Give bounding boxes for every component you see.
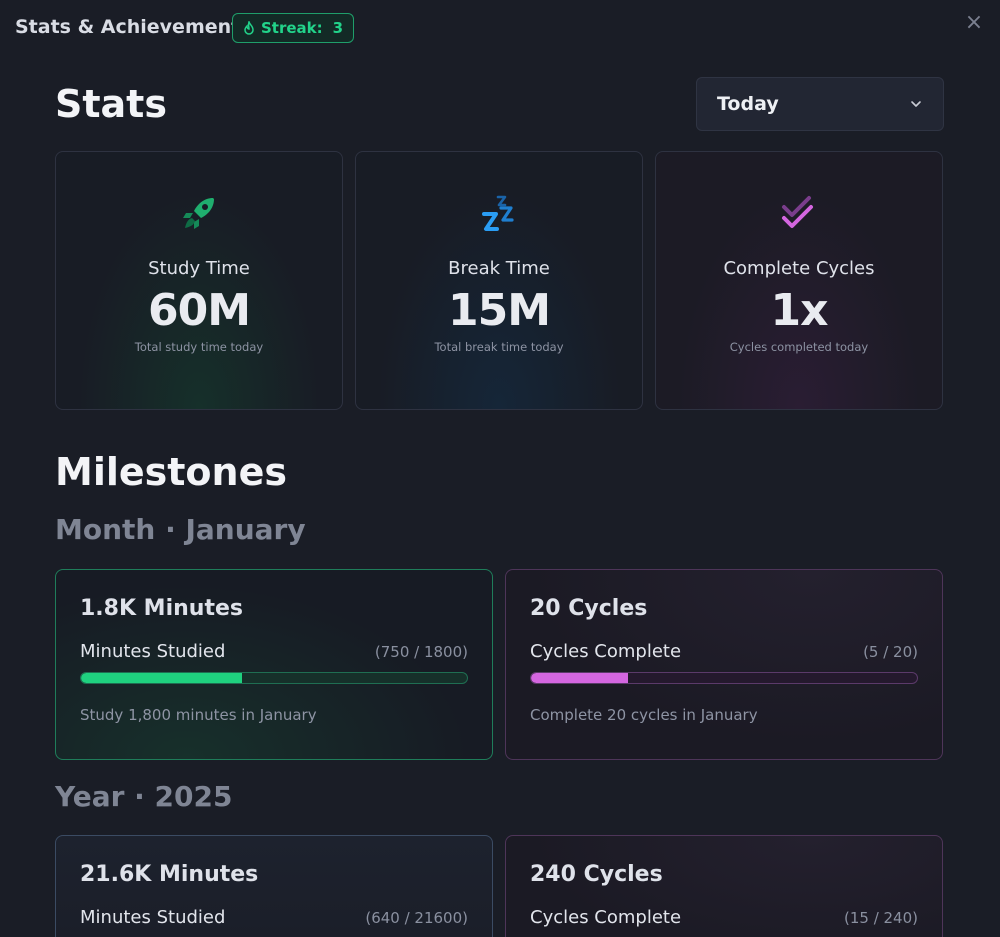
milestone-card-year-cycles: 240 Cycles Cycles Complete (15 / 240) bbox=[505, 835, 943, 937]
milestone-count: (750 / 1800) bbox=[374, 643, 468, 661]
zzz-icon bbox=[482, 195, 514, 231]
progress-bar bbox=[80, 672, 468, 684]
stat-card-break-time: Break Time 15M Total break time today bbox=[355, 151, 643, 410]
period-select-value: Today bbox=[717, 93, 779, 115]
progress-bar bbox=[530, 672, 918, 684]
stat-label: Break Time bbox=[448, 258, 550, 279]
close-icon: × bbox=[964, 10, 984, 35]
streak-value: 3 bbox=[332, 19, 344, 37]
stat-value: 60M bbox=[147, 285, 251, 336]
double-check-icon bbox=[782, 196, 813, 228]
top-bar: Stats & Achievements Streak: 3 × bbox=[0, 0, 1000, 56]
stat-label: Complete Cycles bbox=[723, 258, 875, 279]
milestone-description: Study 1,800 minutes in January bbox=[80, 706, 317, 724]
milestone-card-year-minutes: 21.6K Minutes Minutes Studied (640 / 216… bbox=[55, 835, 493, 937]
milestone-count: (15 / 240) bbox=[843, 909, 918, 927]
stat-subtitle: Cycles completed today bbox=[729, 340, 869, 354]
milestone-title: 21.6K Minutes bbox=[80, 862, 259, 887]
stat-card-study-time: Study Time 60M Total study time today bbox=[55, 151, 343, 410]
stats-title: Stats bbox=[55, 82, 167, 126]
app-title: Stats & Achievements bbox=[15, 16, 252, 38]
progress-fill bbox=[81, 673, 242, 683]
milestone-title: 20 Cycles bbox=[530, 596, 648, 621]
year-group-title: Year · 2025 bbox=[55, 780, 233, 813]
stat-label: Study Time bbox=[148, 258, 250, 279]
flame-icon bbox=[244, 21, 254, 35]
milestone-label: Cycles Complete bbox=[530, 641, 682, 662]
milestone-card-month-minutes: 1.8K Minutes Minutes Studied (750 / 1800… bbox=[55, 569, 493, 760]
milestone-label: Minutes Studied bbox=[80, 641, 226, 662]
progress-fill bbox=[531, 673, 628, 683]
chevron-down-icon bbox=[911, 101, 921, 107]
streak-badge: Streak: 3 bbox=[232, 13, 355, 43]
close-button[interactable]: × bbox=[962, 11, 986, 35]
milestone-label: Minutes Studied bbox=[80, 907, 226, 928]
month-group-title: Month · January bbox=[55, 513, 306, 546]
stat-subtitle: Total study time today bbox=[134, 340, 264, 354]
milestone-title: 240 Cycles bbox=[530, 862, 663, 887]
streak-label: Streak: bbox=[261, 19, 323, 37]
milestone-count: (640 / 21600) bbox=[365, 909, 468, 927]
period-select[interactable]: Today bbox=[696, 77, 944, 131]
stat-subtitle: Total break time today bbox=[434, 340, 564, 354]
rocket-icon bbox=[183, 198, 214, 229]
milestone-count: (5 / 20) bbox=[863, 643, 918, 661]
stat-card-complete-cycles: Complete Cycles 1x Cycles completed toda… bbox=[655, 151, 943, 410]
milestone-card-month-cycles: 20 Cycles Cycles Complete (5 / 20) Compl… bbox=[505, 569, 943, 760]
milestone-label: Cycles Complete bbox=[530, 907, 682, 928]
stat-value: 15M bbox=[447, 285, 551, 336]
milestone-description: Complete 20 cycles in January bbox=[530, 706, 758, 724]
milestone-title: 1.8K Minutes bbox=[80, 596, 243, 621]
milestones-title: Milestones bbox=[55, 450, 287, 494]
stat-value: 1x bbox=[770, 285, 829, 336]
